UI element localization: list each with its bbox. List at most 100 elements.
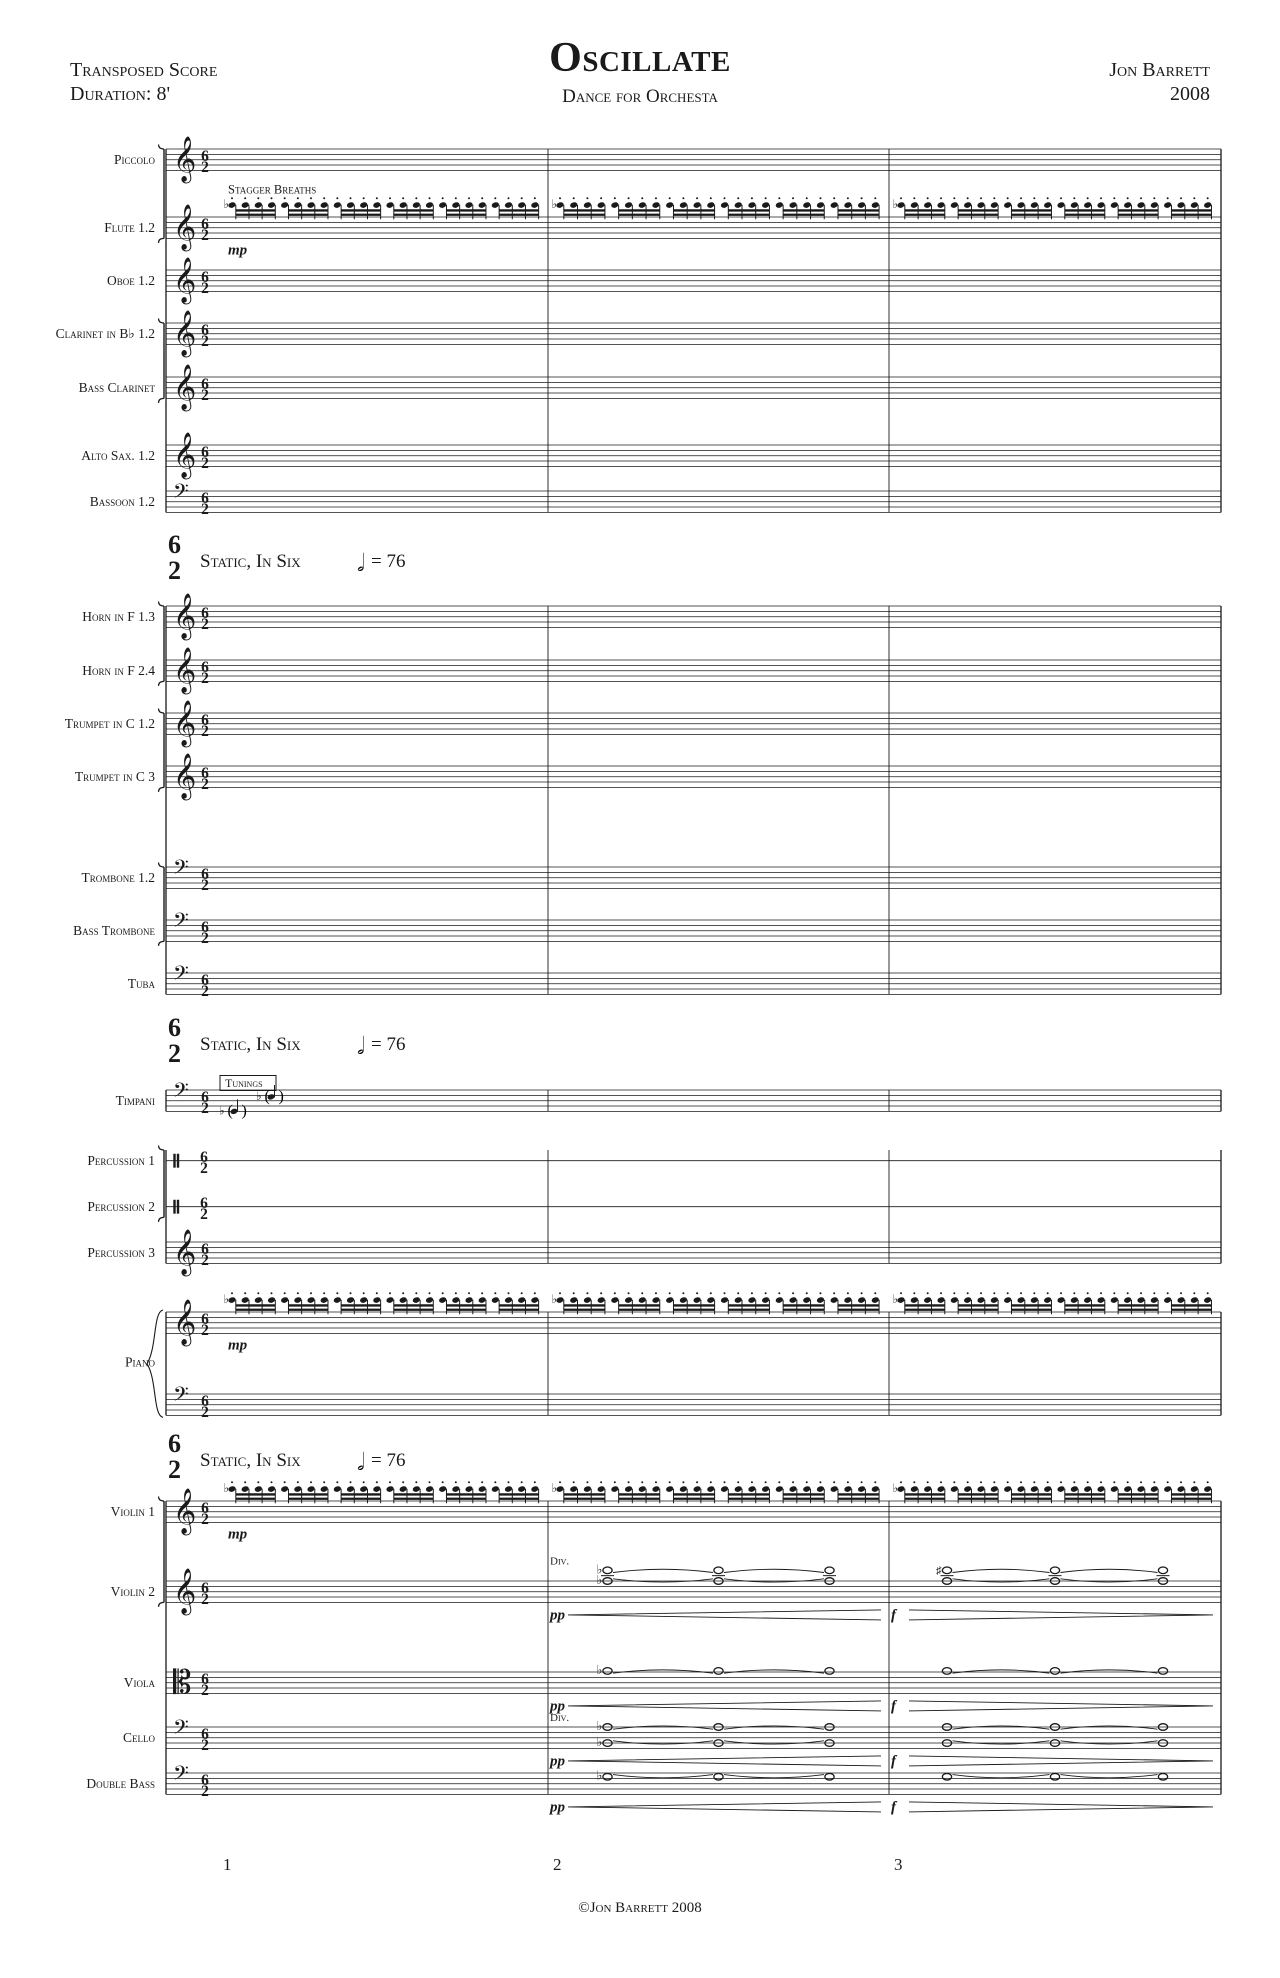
svg-text:Div.: Div. — [550, 1712, 569, 1724]
svg-text:𝄞: 𝄞 — [173, 593, 196, 641]
svg-text:Div.: Div. — [550, 1555, 569, 1567]
svg-text:♭: ♭ — [597, 1663, 603, 1677]
svg-text:𝄞: 𝄞 — [173, 364, 196, 412]
svg-text:Oboe 1.2: Oboe 1.2 — [107, 273, 155, 288]
svg-text:Timpani: Timpani — [116, 1093, 155, 1108]
svg-text:Stagger Breaths: Stagger Breaths — [228, 182, 316, 196]
svg-text:2: 2 — [201, 723, 209, 740]
svg-text:f: f — [891, 1698, 898, 1714]
svg-text:𝄞: 𝄞 — [173, 136, 196, 184]
svg-text:): ) — [242, 1102, 247, 1119]
svg-text:𝄞: 𝄞 — [173, 1299, 196, 1347]
svg-text:Static, In Six: Static, In Six — [200, 1450, 301, 1471]
svg-text:𝄢: 𝄢 — [173, 910, 189, 937]
svg-text:2: 2 — [201, 930, 209, 947]
svg-text:Piano: Piano — [125, 1355, 156, 1370]
svg-text:6: 6 — [168, 530, 181, 559]
svg-text:2: 2 — [201, 387, 209, 404]
svg-text:2: 2 — [201, 333, 209, 350]
svg-text:): ) — [279, 1088, 284, 1105]
svg-text:2: 2 — [201, 1591, 209, 1608]
svg-text:𝄞: 𝄞 — [173, 204, 196, 252]
svg-text:mp: mp — [228, 242, 248, 258]
svg-text:𝄡: 𝄡 — [173, 1665, 192, 1702]
svg-text:Percussion 2: Percussion 2 — [87, 1199, 155, 1214]
svg-text:𝅗𝅥: 𝅗𝅥 — [357, 1034, 365, 1060]
svg-text:2: 2 — [201, 1511, 209, 1528]
svg-text:2: 2 — [553, 1855, 562, 1874]
svg-text:♭: ♭ — [224, 1481, 230, 1495]
svg-text:Static, In Six: Static, In Six — [200, 551, 301, 572]
svg-text:2: 2 — [201, 1737, 209, 1754]
svg-text:2: 2 — [201, 776, 209, 793]
svg-text:𝄞: 𝄞 — [173, 310, 196, 358]
svg-text:𝄞: 𝄞 — [173, 1568, 196, 1616]
svg-text:♭: ♭ — [256, 1089, 262, 1103]
svg-text:Trumpet in C 3: Trumpet in C 3 — [75, 769, 155, 784]
svg-text:Piccolo: Piccolo — [114, 152, 156, 167]
svg-text:pp: pp — [548, 1607, 566, 1623]
svg-text:𝄢: 𝄢 — [173, 857, 189, 884]
svg-text:2: 2 — [201, 616, 209, 633]
svg-text:𝄢: 𝄢 — [173, 1080, 189, 1107]
svg-text:♭: ♭ — [552, 1292, 558, 1306]
svg-text:Bass Trombone: Bass Trombone — [73, 923, 155, 938]
svg-text:Violin 1: Violin 1 — [111, 1504, 155, 1519]
svg-text:2: 2 — [200, 1160, 208, 1177]
svg-text:𝄞: 𝄞 — [173, 647, 196, 695]
svg-text:♭: ♭ — [597, 1573, 603, 1587]
svg-text:♭: ♭ — [224, 1292, 230, 1306]
svg-text:♭: ♭ — [552, 1481, 558, 1495]
svg-text:𝄞: 𝄞 — [173, 1229, 196, 1277]
svg-text:pp: pp — [548, 1799, 566, 1815]
svg-text:2: 2 — [201, 1783, 209, 1800]
svg-text:Flute 1.2: Flute 1.2 — [104, 220, 155, 235]
svg-text:𝄢: 𝄢 — [173, 1717, 189, 1744]
svg-text:2: 2 — [201, 501, 209, 518]
svg-text:Clarinet in B♭ 1.2: Clarinet in B♭ 1.2 — [56, 326, 155, 341]
svg-text:Viola: Viola — [124, 1675, 156, 1690]
svg-text:♭: ♭ — [224, 197, 230, 211]
svg-text:♯: ♯ — [936, 1565, 942, 1577]
svg-text:2: 2 — [168, 1455, 181, 1484]
svg-text:♭: ♭ — [893, 197, 899, 211]
svg-text:f: f — [891, 1799, 898, 1815]
svg-text:Percussion 3: Percussion 3 — [87, 1245, 155, 1260]
svg-text:𝄞: 𝄞 — [173, 257, 196, 305]
svg-text:2: 2 — [200, 1206, 208, 1223]
svg-text:2: 2 — [168, 1039, 181, 1068]
svg-text:2: 2 — [201, 983, 209, 1000]
svg-text:2: 2 — [201, 227, 209, 244]
svg-text:2: 2 — [168, 556, 181, 585]
svg-text:mp: mp — [228, 1526, 248, 1542]
svg-text:Cello: Cello — [123, 1730, 155, 1745]
svg-text:Alto Sax. 1.2: Alto Sax. 1.2 — [81, 448, 155, 463]
svg-text:♭: ♭ — [893, 1481, 899, 1495]
svg-text:Horn in F 2.4: Horn in F 2.4 — [82, 663, 155, 678]
svg-text:𝄞: 𝄞 — [173, 753, 196, 801]
svg-text:♭: ♭ — [552, 197, 558, 211]
svg-text:Bass Clarinet: Bass Clarinet — [79, 380, 156, 395]
svg-text:6: 6 — [168, 1429, 181, 1458]
svg-text:2: 2 — [201, 280, 209, 297]
svg-text:𝄢: 𝄢 — [173, 1763, 189, 1790]
svg-text:Percussion 1: Percussion 1 — [87, 1153, 155, 1168]
svg-text:2: 2 — [201, 455, 209, 472]
svg-text:Double Bass: Double Bass — [86, 1776, 155, 1791]
svg-text:= 76: = 76 — [371, 551, 405, 572]
svg-text:3: 3 — [894, 1855, 903, 1874]
svg-text:6: 6 — [168, 1013, 181, 1042]
svg-text:♭: ♭ — [597, 1735, 603, 1749]
svg-text:Bassoon 1.2: Bassoon 1.2 — [90, 494, 155, 509]
svg-text:Static, In Six: Static, In Six — [200, 1034, 301, 1055]
svg-text:2: 2 — [201, 1252, 209, 1269]
svg-text:pp: pp — [548, 1753, 566, 1769]
svg-text:= 76: = 76 — [371, 1034, 405, 1055]
svg-text:𝅗𝅥: 𝅗𝅥 — [357, 1450, 365, 1476]
svg-text:2: 2 — [201, 1322, 209, 1339]
svg-text:f: f — [891, 1753, 898, 1769]
svg-text:𝄞: 𝄞 — [173, 432, 196, 480]
svg-text:mp: mp — [228, 1337, 248, 1353]
svg-text:= 76: = 76 — [371, 1450, 405, 1471]
svg-text:𝄢: 𝄢 — [173, 481, 189, 508]
